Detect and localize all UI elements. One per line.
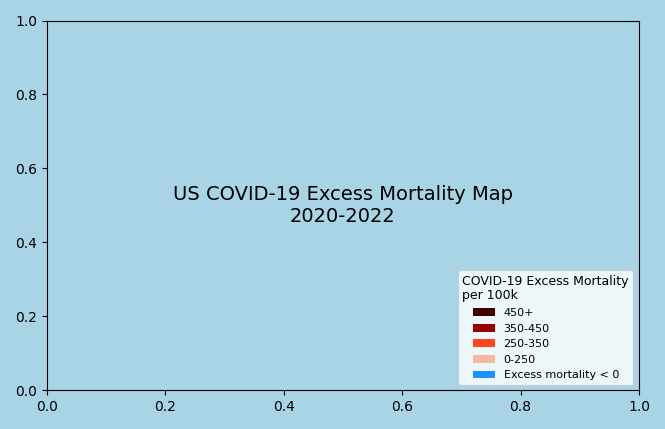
Text: US COVID-19 Excess Mortality Map
2020-2022: US COVID-19 Excess Mortality Map 2020-20… bbox=[173, 185, 513, 226]
Legend: 450+, 350-450, 250-350, 0-250, Excess mortality < 0: 450+, 350-450, 250-350, 0-250, Excess mo… bbox=[458, 270, 634, 385]
